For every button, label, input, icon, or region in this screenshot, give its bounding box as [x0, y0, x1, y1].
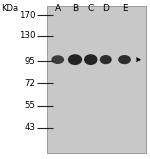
- Bar: [47, 6, 146, 153]
- Text: E: E: [122, 4, 127, 13]
- Ellipse shape: [68, 54, 82, 65]
- Ellipse shape: [51, 55, 64, 64]
- Text: B: B: [72, 4, 78, 13]
- Ellipse shape: [118, 55, 131, 64]
- Ellipse shape: [84, 54, 98, 65]
- Text: 55: 55: [24, 101, 35, 110]
- Text: 170: 170: [19, 11, 35, 20]
- Text: 95: 95: [24, 57, 35, 66]
- Text: A: A: [55, 4, 61, 13]
- Text: 130: 130: [19, 31, 35, 40]
- Text: 43: 43: [24, 124, 35, 132]
- Text: 72: 72: [24, 79, 35, 88]
- Text: KDa: KDa: [2, 4, 19, 13]
- Ellipse shape: [100, 55, 112, 64]
- Text: D: D: [102, 4, 109, 13]
- Text: C: C: [88, 4, 94, 13]
